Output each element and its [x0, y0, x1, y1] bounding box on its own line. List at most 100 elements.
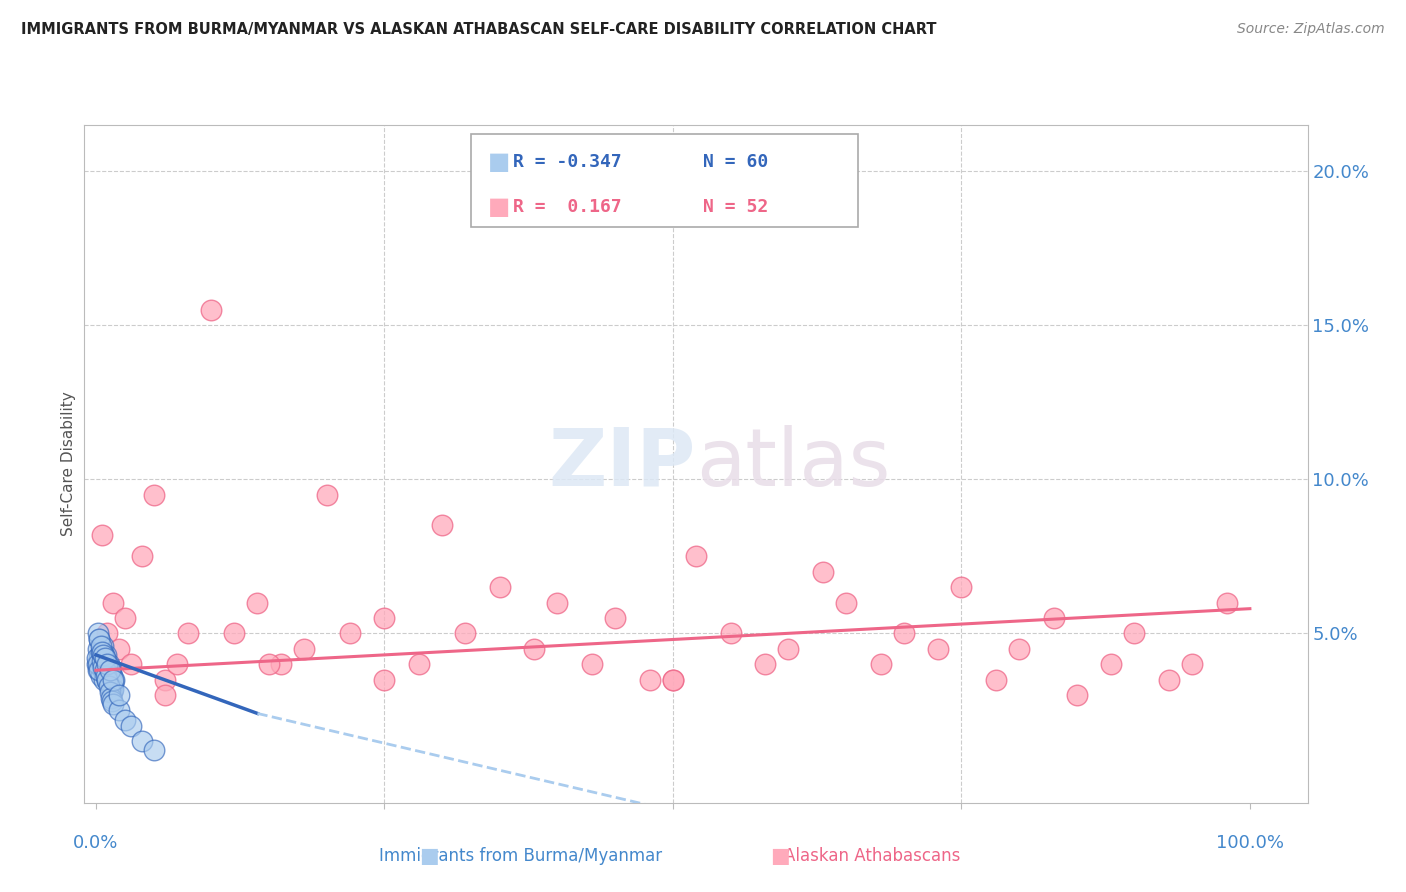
Text: N = 60: N = 60	[703, 153, 768, 171]
Point	[91, 660, 114, 674]
Point	[90, 654, 112, 668]
Point	[94, 651, 117, 665]
Text: ZIP: ZIP	[548, 425, 696, 503]
Point	[547, 595, 569, 609]
Point	[108, 688, 131, 702]
Text: atlas: atlas	[696, 425, 890, 503]
Point	[778, 641, 800, 656]
Point	[1181, 657, 1204, 672]
Text: ■: ■	[488, 150, 510, 174]
Text: 0.0%: 0.0%	[73, 834, 118, 852]
Point	[89, 639, 111, 653]
Point	[153, 688, 176, 702]
Point	[96, 673, 118, 687]
Point	[87, 663, 110, 677]
Point	[89, 645, 111, 659]
Point	[97, 657, 120, 672]
Point	[869, 657, 891, 672]
Point	[339, 626, 361, 640]
Point	[100, 691, 122, 706]
Point	[373, 611, 395, 625]
Text: Immigrants from Burma/Myanmar: Immigrants from Burma/Myanmar	[378, 847, 662, 865]
Point	[408, 657, 430, 672]
Point	[101, 685, 124, 699]
Point	[142, 488, 165, 502]
Point	[270, 657, 292, 672]
Text: Alaskan Athabascans: Alaskan Athabascans	[783, 847, 960, 865]
Point	[638, 673, 661, 687]
Point	[108, 703, 131, 717]
Point	[87, 626, 110, 640]
Point	[90, 527, 112, 541]
Point	[754, 657, 776, 672]
Point	[200, 302, 222, 317]
Point	[224, 626, 246, 640]
Point	[93, 651, 115, 665]
Point	[90, 648, 112, 662]
Point	[153, 673, 176, 687]
Point	[1123, 626, 1146, 640]
Point	[96, 669, 118, 683]
Point	[96, 663, 118, 677]
Point	[103, 673, 125, 687]
Text: 100.0%: 100.0%	[1216, 834, 1284, 852]
Point	[927, 641, 949, 656]
Point	[430, 518, 453, 533]
Point	[103, 681, 125, 696]
Point	[94, 657, 117, 672]
Text: Source: ZipAtlas.com: Source: ZipAtlas.com	[1237, 22, 1385, 37]
Point	[1216, 595, 1239, 609]
Point	[257, 657, 280, 672]
Point	[98, 675, 121, 690]
Point	[87, 657, 110, 672]
Point	[96, 654, 118, 668]
Point	[581, 657, 603, 672]
Point	[98, 685, 121, 699]
Point	[662, 673, 685, 687]
Point	[454, 626, 477, 640]
Point	[90, 657, 112, 672]
Point	[100, 666, 122, 681]
Point	[292, 641, 315, 656]
Point	[89, 651, 111, 665]
Point	[101, 694, 124, 708]
Point	[91, 663, 114, 677]
Point	[177, 626, 200, 640]
Point	[103, 697, 125, 711]
Point	[89, 669, 111, 683]
Point	[96, 626, 118, 640]
Point	[97, 679, 120, 693]
Point	[120, 657, 142, 672]
Point	[89, 632, 111, 647]
Point	[984, 673, 1007, 687]
Point	[96, 648, 118, 662]
Point	[100, 679, 122, 693]
Text: N = 52: N = 52	[703, 198, 768, 216]
Y-axis label: Self-Care Disability: Self-Care Disability	[60, 392, 76, 536]
Point	[315, 488, 337, 502]
Point	[1008, 641, 1031, 656]
Point	[893, 626, 915, 640]
Point	[103, 673, 125, 687]
Point	[93, 673, 115, 687]
Point	[89, 632, 111, 647]
Text: ■: ■	[770, 847, 790, 866]
Point	[91, 648, 114, 662]
Point	[103, 595, 125, 609]
Point	[96, 673, 118, 687]
Point	[720, 626, 742, 640]
Point	[523, 641, 546, 656]
Text: R =  0.167: R = 0.167	[513, 198, 621, 216]
Point	[89, 645, 111, 659]
Point	[103, 675, 125, 690]
Point	[86, 657, 108, 672]
Point	[96, 657, 118, 672]
Point	[98, 663, 121, 677]
Point	[131, 549, 153, 564]
Point	[605, 611, 627, 625]
Point	[87, 641, 110, 656]
Point	[94, 663, 117, 677]
Point	[166, 657, 188, 672]
Point	[811, 565, 834, 579]
Point	[98, 660, 121, 674]
